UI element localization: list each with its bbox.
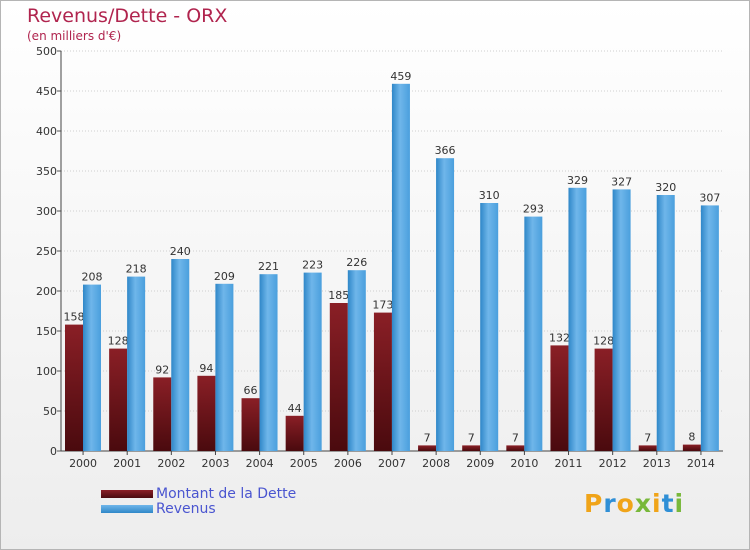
bar-revenus: [656, 195, 675, 451]
bar-revenus: [215, 283, 234, 451]
bar-dette: [418, 445, 437, 451]
bar-dette: [373, 312, 392, 451]
data-label-revenus: 320: [655, 181, 676, 194]
bar-dette: [109, 348, 128, 451]
data-label-revenus: 226: [346, 256, 367, 269]
y-tick-label: 450: [36, 85, 57, 98]
bar-dette: [462, 445, 481, 451]
data-label-dette: 128: [593, 335, 614, 348]
y-tick-label: 350: [36, 165, 57, 178]
bar-revenus: [127, 276, 146, 451]
data-label-dette: 185: [328, 289, 349, 302]
data-label-dette: 94: [199, 362, 213, 375]
bar-dette: [329, 303, 348, 451]
data-label-revenus: 218: [126, 263, 147, 276]
legend-label-dette: Montant de la Dette: [156, 486, 297, 502]
bar-dette: [197, 375, 216, 451]
y-tick-label: 0: [50, 445, 57, 458]
legend-swatch-revenus: [101, 505, 153, 513]
x-tick-label: 2013: [643, 457, 671, 470]
y-tick-label: 100: [36, 365, 57, 378]
data-label-revenus: 209: [214, 270, 235, 283]
y-tick-label: 200: [36, 285, 57, 298]
bar-revenus: [436, 158, 455, 451]
data-label-dette: 132: [549, 331, 570, 344]
x-tick-label: 2000: [69, 457, 97, 470]
legend-item-revenus: Revenus: [101, 502, 296, 517]
bar-revenus: [524, 216, 543, 451]
bar-revenus: [700, 205, 719, 451]
bar-revenus: [259, 274, 278, 451]
bar-dette: [285, 415, 304, 451]
bar-revenus: [303, 272, 322, 451]
bar-dette: [594, 348, 613, 451]
data-label-dette: 7: [644, 431, 651, 444]
data-label-dette: 66: [244, 384, 258, 397]
bar-revenus: [83, 284, 101, 451]
bar-dette: [65, 324, 83, 451]
bar-dette: [638, 445, 657, 451]
y-tick-label: 50: [43, 405, 57, 418]
data-label-dette: 7: [512, 431, 519, 444]
bar-dette: [241, 398, 260, 451]
x-tick-label: 2002: [157, 457, 185, 470]
data-label-revenus: 293: [523, 203, 544, 216]
x-tick-label: 2005: [290, 457, 318, 470]
x-tick-label: 2012: [599, 457, 627, 470]
chart-subtitle: (en milliers d'€): [27, 29, 122, 43]
data-label-revenus: 307: [699, 191, 720, 204]
bar-revenus: [391, 83, 410, 452]
data-label-revenus: 329: [567, 174, 588, 187]
chart-legend: Montant de la Dette Revenus: [101, 487, 296, 517]
x-tick-label: 2006: [334, 457, 362, 470]
x-tick-label: 2011: [555, 457, 583, 470]
legend-item-dette: Montant de la Dette: [101, 487, 296, 502]
data-label-revenus: 240: [170, 245, 191, 258]
bar-revenus: [568, 187, 587, 452]
data-label-dette: 7: [468, 431, 475, 444]
x-tick-label: 2010: [510, 457, 538, 470]
data-label-dette: 8: [688, 431, 695, 444]
y-tick-label: 150: [36, 325, 57, 338]
bar-dette: [682, 444, 701, 451]
y-tick-label: 500: [36, 45, 57, 58]
data-label-revenus: 310: [479, 189, 500, 202]
data-label-revenus: 223: [302, 259, 323, 272]
data-label-dette: 7: [424, 431, 431, 444]
bar-revenus: [171, 259, 190, 451]
proxiti-logo: Proxiti: [584, 489, 685, 518]
x-tick-label: 2014: [687, 457, 715, 470]
bar-dette: [506, 445, 525, 451]
data-label-dette: 173: [372, 299, 393, 312]
bar-revenus: [480, 203, 499, 451]
data-label-revenus: 327: [611, 175, 632, 188]
data-label-dette: 92: [155, 363, 169, 376]
legend-swatch-dette: [101, 490, 153, 498]
data-label-revenus: 459: [390, 70, 411, 83]
data-label-dette: 44: [288, 402, 302, 415]
legend-label-revenus: Revenus: [156, 501, 216, 517]
x-tick-label: 2007: [378, 457, 406, 470]
bar-revenus: [612, 189, 631, 451]
x-tick-label: 2001: [113, 457, 141, 470]
x-tick-label: 2009: [466, 457, 494, 470]
x-tick-label: 2008: [422, 457, 450, 470]
x-tick-label: 2003: [201, 457, 229, 470]
bar-dette: [153, 377, 172, 451]
data-label-revenus: 366: [435, 144, 456, 157]
data-label-dette: 128: [108, 335, 129, 348]
x-tick-label: 2004: [246, 457, 274, 470]
data-label-revenus: 208: [82, 271, 103, 284]
data-label-revenus: 221: [258, 260, 279, 273]
bar-dette: [550, 345, 569, 451]
y-tick-label: 300: [36, 205, 57, 218]
y-tick-label: 250: [36, 245, 57, 258]
bar-revenus: [347, 270, 366, 451]
data-label-dette: 158: [64, 311, 85, 324]
chart-title: Revenus/Dette - ORX: [27, 5, 228, 27]
y-tick-label: 400: [36, 125, 57, 138]
